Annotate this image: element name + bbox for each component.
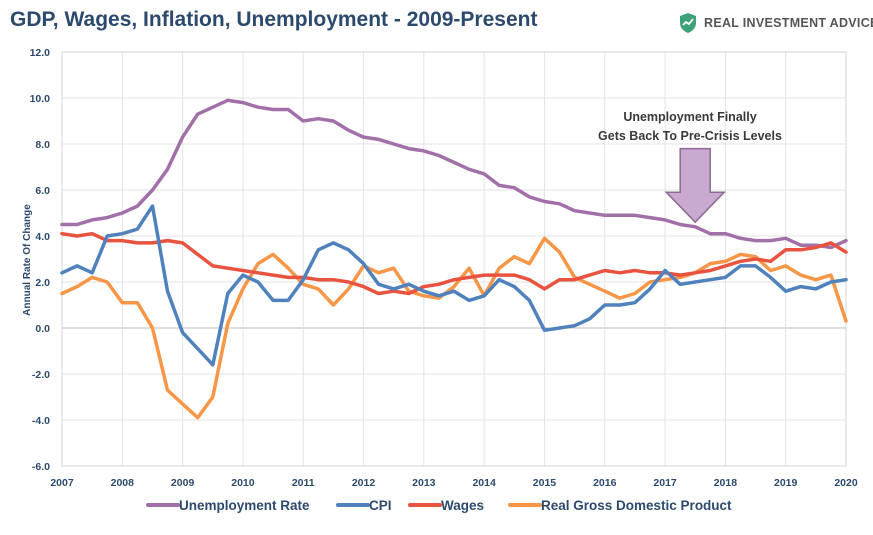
brand-name: REAL INVESTMENT ADVICE xyxy=(704,16,873,30)
annotation-text: Unemployment Finally xyxy=(623,110,756,124)
series-line-real-gross-domestic-product xyxy=(60,236,848,420)
y-tick-label: 0.0 xyxy=(35,323,50,335)
y-tick-label: -6.0 xyxy=(32,461,50,473)
plot-border xyxy=(61,51,847,467)
y-axis: 12.0 10.0 8.0 6.0 4.0 2.0 0.0 -2.0 -4.0 -6.0 xyxy=(30,47,51,473)
down-arrow-icon xyxy=(664,147,726,224)
x-tick-label: 2016 xyxy=(593,477,617,489)
y-tick-label: 10.0 xyxy=(30,93,51,105)
x-tick-label: 2009 xyxy=(171,477,195,489)
x-tick-label: 2008 xyxy=(111,477,135,489)
annotation: Unemployment Finally Gets Back To Pre-Cri… xyxy=(598,110,782,224)
x-tick-label: 2007 xyxy=(50,477,74,489)
series-line-cpi xyxy=(60,204,848,367)
legend-label: Unemployment Rate xyxy=(179,498,310,513)
series-line-wages xyxy=(60,231,848,296)
y-tick-label: 8.0 xyxy=(35,139,50,151)
grid xyxy=(61,51,847,467)
y-tick-label: -4.0 xyxy=(32,415,50,427)
y-tick-label: 4.0 xyxy=(35,231,50,243)
x-tick-label: 2017 xyxy=(653,477,677,489)
x-tick-label: 2014 xyxy=(472,477,496,489)
x-tick-label: 2011 xyxy=(292,477,315,489)
x-tick-label: 2018 xyxy=(714,477,738,489)
legend: Unemployment Rate CPI Wages Real Gross Dome… xyxy=(146,498,732,513)
legend-label: Wages xyxy=(441,498,484,513)
y-tick-label: 6.0 xyxy=(35,185,50,197)
legend-label: CPI xyxy=(369,498,392,513)
chart-title: GDP, Wages, Inflation, Unemployment - 20… xyxy=(10,8,538,31)
x-axis: 2007 2008 2009 2010 2011 2012 2013 2014 2015 2016… xyxy=(50,477,858,489)
x-tick-label: 2013 xyxy=(412,477,436,489)
legend-label: Real Gross Domestic Product xyxy=(541,498,732,513)
brand-logo: REAL INVESTMENT ADVICE xyxy=(678,10,873,36)
x-tick-label: 2010 xyxy=(231,477,255,489)
series-line-unemployment-rate xyxy=(60,98,848,250)
x-tick-label: 2012 xyxy=(352,477,376,489)
y-tick-label: -2.0 xyxy=(32,369,50,381)
y-tick-label: 12.0 xyxy=(30,47,51,59)
shield-chart-icon xyxy=(680,13,696,33)
x-tick-label: 2019 xyxy=(774,477,798,489)
x-tick-label: 2020 xyxy=(834,477,858,489)
annotation-text: Gets Back To Pre-Crisis Levels xyxy=(598,129,782,143)
y-axis-label: Annual Rate Of Change xyxy=(22,204,33,316)
series-lines xyxy=(60,98,848,420)
x-tick-label: 2015 xyxy=(533,477,557,489)
y-tick-label: 2.0 xyxy=(35,277,50,289)
